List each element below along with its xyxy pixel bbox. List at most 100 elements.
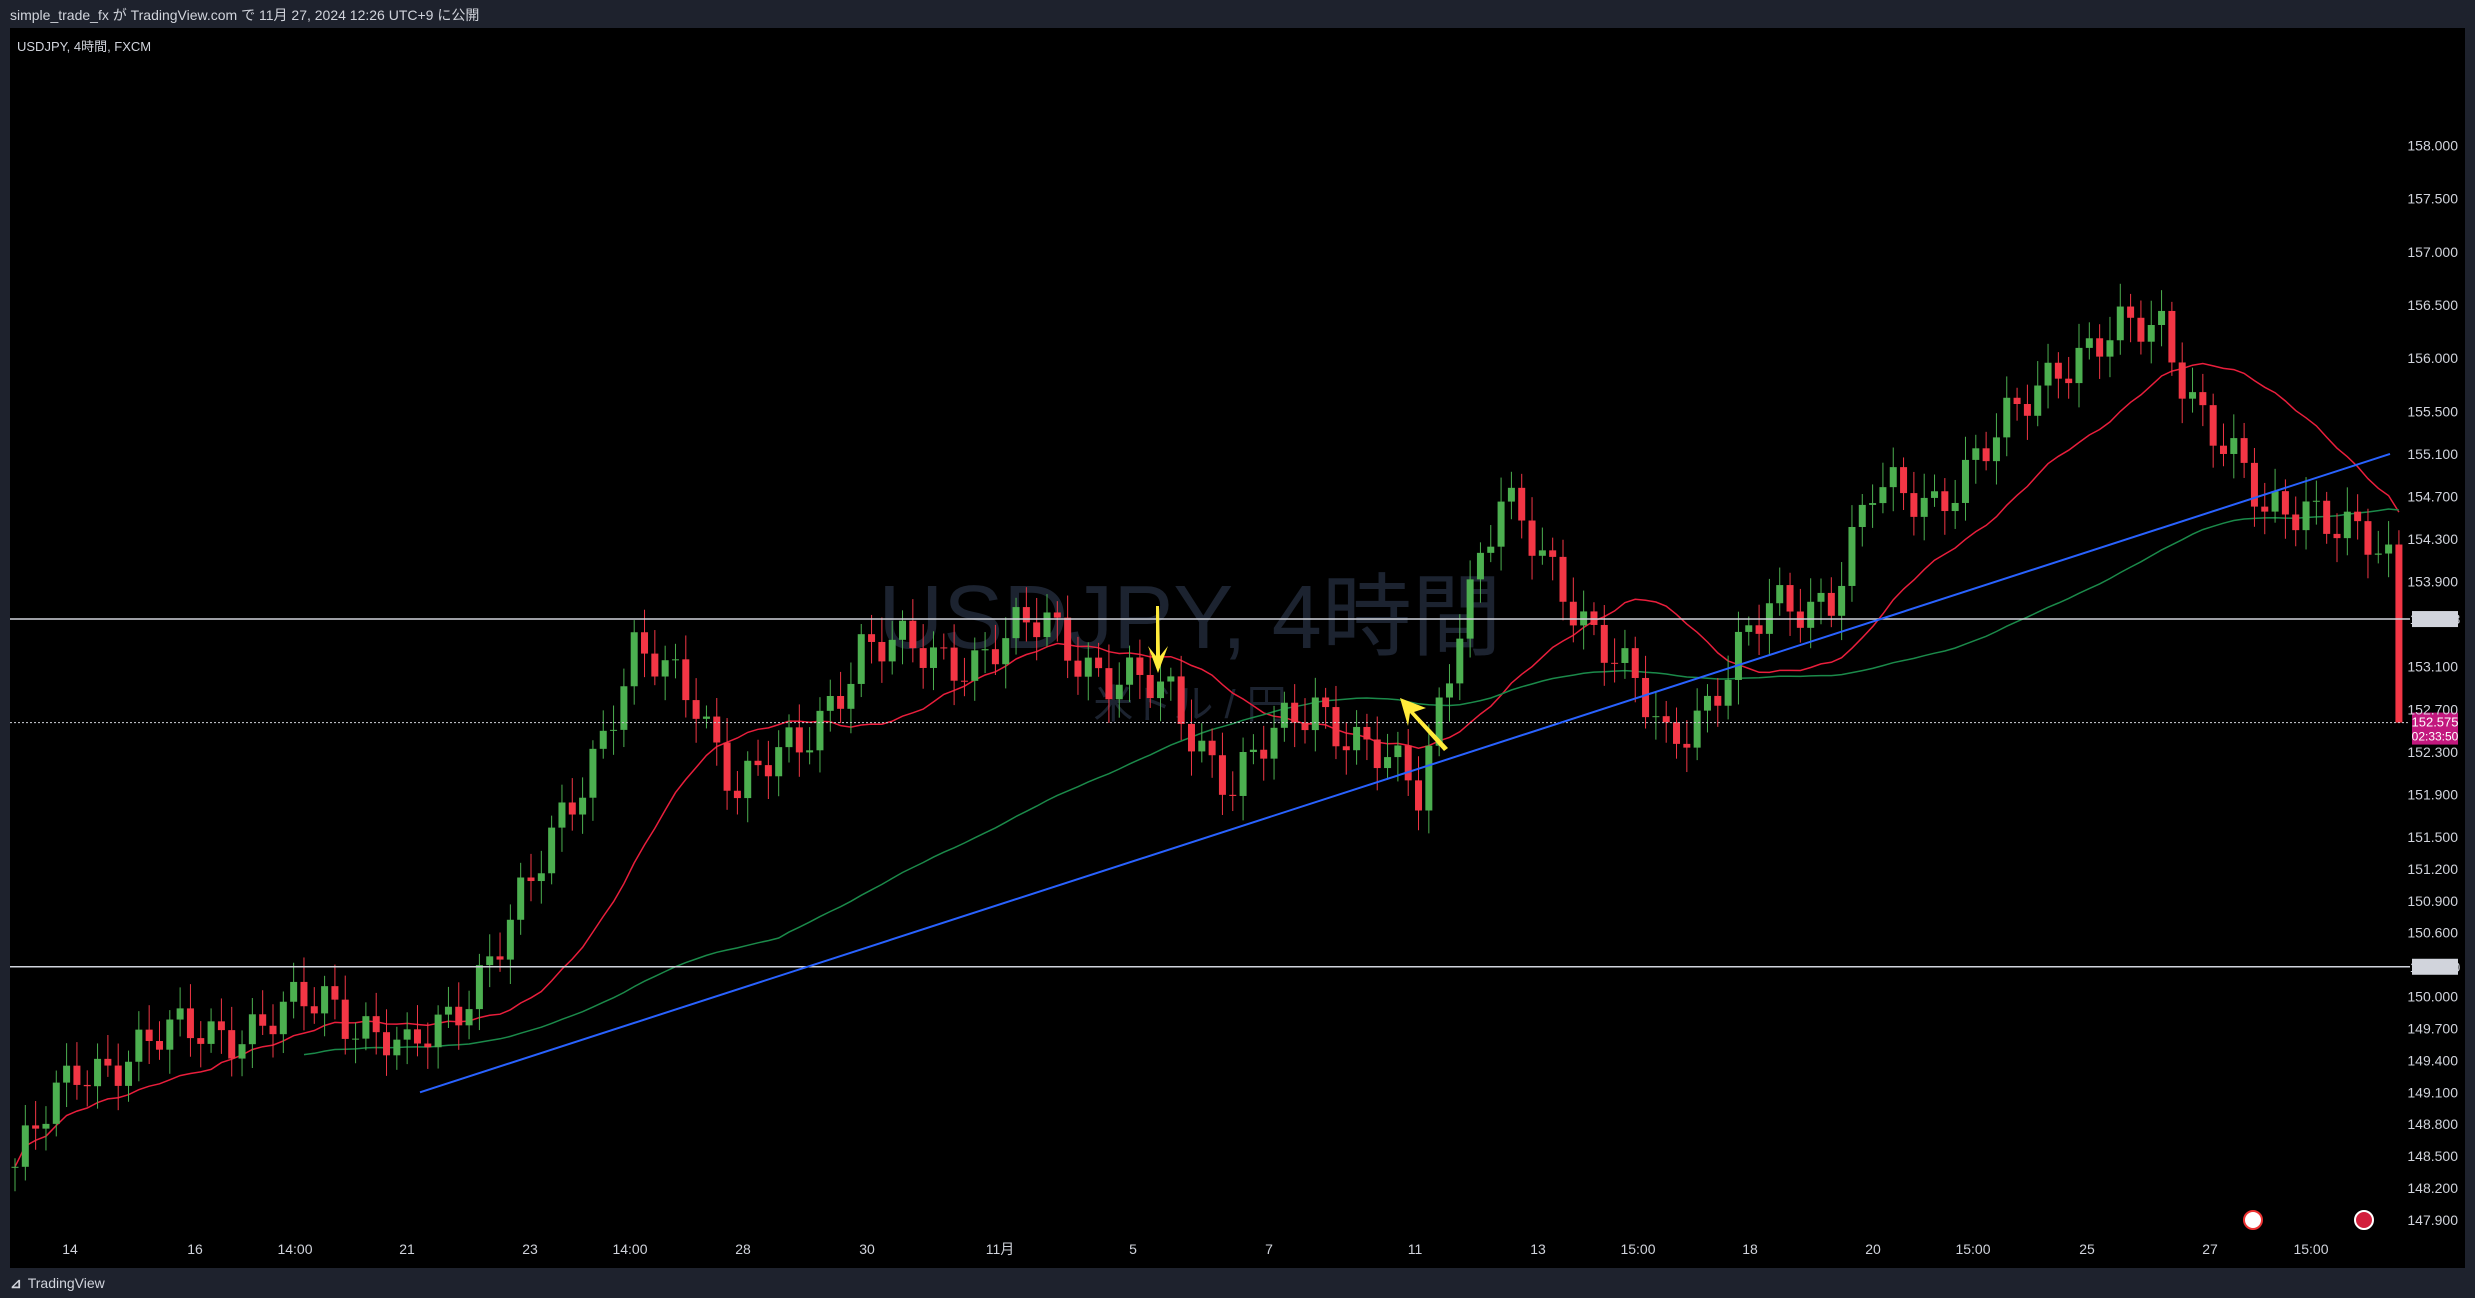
annotations[interactable]	[1148, 606, 1448, 751]
candle	[434, 1005, 442, 1069]
yellow-arrow-up-left[interactable]	[1400, 698, 1448, 751]
candle	[2219, 423, 2227, 467]
price-axis[interactable]: 158.000 157.500 157.000 156.500 156.000 155.5…	[2407, 137, 2458, 1228]
candle	[1549, 537, 1557, 581]
candle	[1353, 710, 1361, 765]
candle	[2302, 477, 2310, 550]
candle	[1538, 527, 1546, 565]
candle	[764, 740, 772, 800]
candle	[661, 645, 669, 701]
candle	[1146, 650, 1154, 708]
candle	[486, 934, 494, 988]
candle	[21, 1104, 29, 1181]
candle	[1322, 687, 1330, 729]
candle	[1662, 700, 1670, 743]
candle	[1270, 705, 1278, 780]
candle	[929, 631, 937, 691]
candle	[2354, 494, 2362, 540]
candle	[465, 990, 473, 1040]
event-icon[interactable]	[2354, 1210, 2374, 1230]
candle	[2385, 521, 2393, 578]
candle	[1157, 661, 1165, 722]
price-tick: 151.500	[2407, 829, 2458, 845]
candle	[1167, 667, 1175, 701]
candle	[641, 609, 649, 678]
candle	[1229, 771, 1237, 812]
ma-slow-line	[303, 508, 2399, 1056]
candle	[2003, 376, 2011, 457]
candle	[1848, 505, 1856, 602]
candle	[981, 632, 989, 674]
candle	[1724, 655, 1732, 720]
candle	[1652, 692, 1660, 740]
candle	[713, 698, 721, 766]
candle	[692, 678, 700, 743]
candle	[1497, 477, 1505, 571]
candle	[1425, 724, 1433, 834]
price-tick: 153.100	[2407, 659, 2458, 675]
candle	[1621, 629, 1629, 679]
candle	[1817, 578, 1825, 625]
current-price-label: 152.575	[2412, 715, 2459, 730]
candle	[548, 815, 556, 885]
candle	[197, 1021, 205, 1068]
candle	[1673, 707, 1681, 759]
candle	[1528, 497, 1536, 580]
price-tick: 149.700	[2407, 1020, 2458, 1036]
candle	[775, 730, 783, 797]
candle	[1239, 737, 1247, 821]
candle	[259, 990, 267, 1036]
candle	[1218, 732, 1226, 815]
candle	[1611, 638, 1619, 683]
candle	[42, 1106, 50, 1151]
tradingview-logo[interactable]: ⊿ TradingView	[10, 1268, 105, 1298]
candle	[1642, 655, 1650, 729]
candle	[1445, 664, 1453, 722]
chart-pane[interactable]: USDJPY, 4時間 米ドル / 円 153.548 150.280 152.57…	[10, 28, 2465, 1268]
candle	[1311, 677, 1319, 752]
candle	[310, 987, 318, 1024]
candle	[362, 1002, 370, 1051]
price-tick: 150.600	[2407, 925, 2458, 941]
price-tick: 153.900	[2407, 574, 2458, 590]
price-tick: 156.000	[2407, 350, 2458, 366]
candle	[2323, 491, 2331, 544]
candle	[1507, 471, 1515, 520]
time-tick: 16	[187, 1241, 203, 1257]
trendline[interactable]	[419, 452, 2391, 1094]
candle	[1291, 684, 1299, 748]
time-tick: 28	[735, 1241, 751, 1257]
candle	[1765, 578, 1773, 656]
candle	[837, 671, 845, 724]
flag-us-icon[interactable]	[2243, 1210, 2263, 1230]
candle	[125, 1050, 133, 1102]
candle	[1187, 699, 1195, 776]
candle	[2085, 322, 2093, 360]
candle	[1177, 655, 1185, 741]
candle	[393, 1026, 401, 1070]
candle	[1755, 604, 1763, 656]
axis-icons[interactable]	[2243, 1210, 2374, 1230]
candle	[1889, 447, 1897, 512]
candle	[104, 1035, 112, 1077]
candle	[1002, 617, 1010, 689]
time-tick: 11	[1408, 1241, 1423, 1257]
candle	[610, 705, 618, 755]
candle	[1074, 636, 1082, 695]
candle	[909, 599, 917, 663]
candlestick-chart[interactable]: USDJPY, 4時間 米ドル / 円 153.548 150.280 152.57…	[10, 28, 2465, 1268]
candle	[1466, 560, 1474, 658]
candle	[568, 778, 576, 831]
candle	[186, 984, 194, 1057]
candle	[960, 657, 968, 697]
trendline-group[interactable]	[419, 452, 2391, 1094]
watermark: USDJPY, 4時間 米ドル / 円	[878, 568, 1502, 727]
candle	[754, 739, 762, 776]
candle	[1476, 542, 1484, 603]
yellow-arrow-down[interactable]	[1148, 606, 1168, 673]
time-tick: 23	[522, 1241, 538, 1257]
candle	[1404, 729, 1412, 796]
time-axis[interactable]: 14 16 14:00 21 23 14:00 28 30 11月 5 7 11 13 15:00 18 20…	[62, 1241, 2329, 1257]
candle	[868, 614, 876, 664]
